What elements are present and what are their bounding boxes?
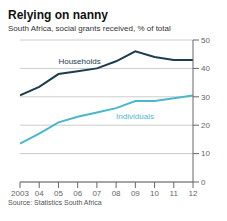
svg-text:2003: 2003	[11, 189, 29, 198]
svg-text:30: 30	[201, 93, 210, 102]
svg-text:05: 05	[54, 189, 63, 198]
svg-text:04: 04	[35, 189, 44, 198]
svg-text:11: 11	[170, 189, 179, 198]
svg-text:10: 10	[201, 149, 210, 158]
html-text:South Africa, social grants re: South Africa, social grants received, % …	[8, 24, 171, 33]
html-text:Source: Statistics South Afric: Source: Statistics South Africa	[8, 199, 102, 206]
svg-text:06: 06	[73, 189, 82, 198]
svg-text:50: 50	[201, 36, 210, 45]
svg-text:09: 09	[131, 189, 140, 198]
svg-text:Individuals: Individuals	[116, 112, 154, 121]
svg-text:12: 12	[189, 189, 198, 198]
svg-text:40: 40	[201, 64, 210, 73]
svg-text:Households: Households	[58, 57, 100, 66]
svg-text:0: 0	[201, 178, 206, 187]
svg-text:07: 07	[92, 189, 101, 198]
svg-text:08: 08	[112, 189, 121, 198]
svg-text:20: 20	[201, 121, 210, 130]
html-text:Relying on nanny: Relying on nanny	[8, 8, 108, 22]
svg-text:10: 10	[150, 189, 159, 198]
